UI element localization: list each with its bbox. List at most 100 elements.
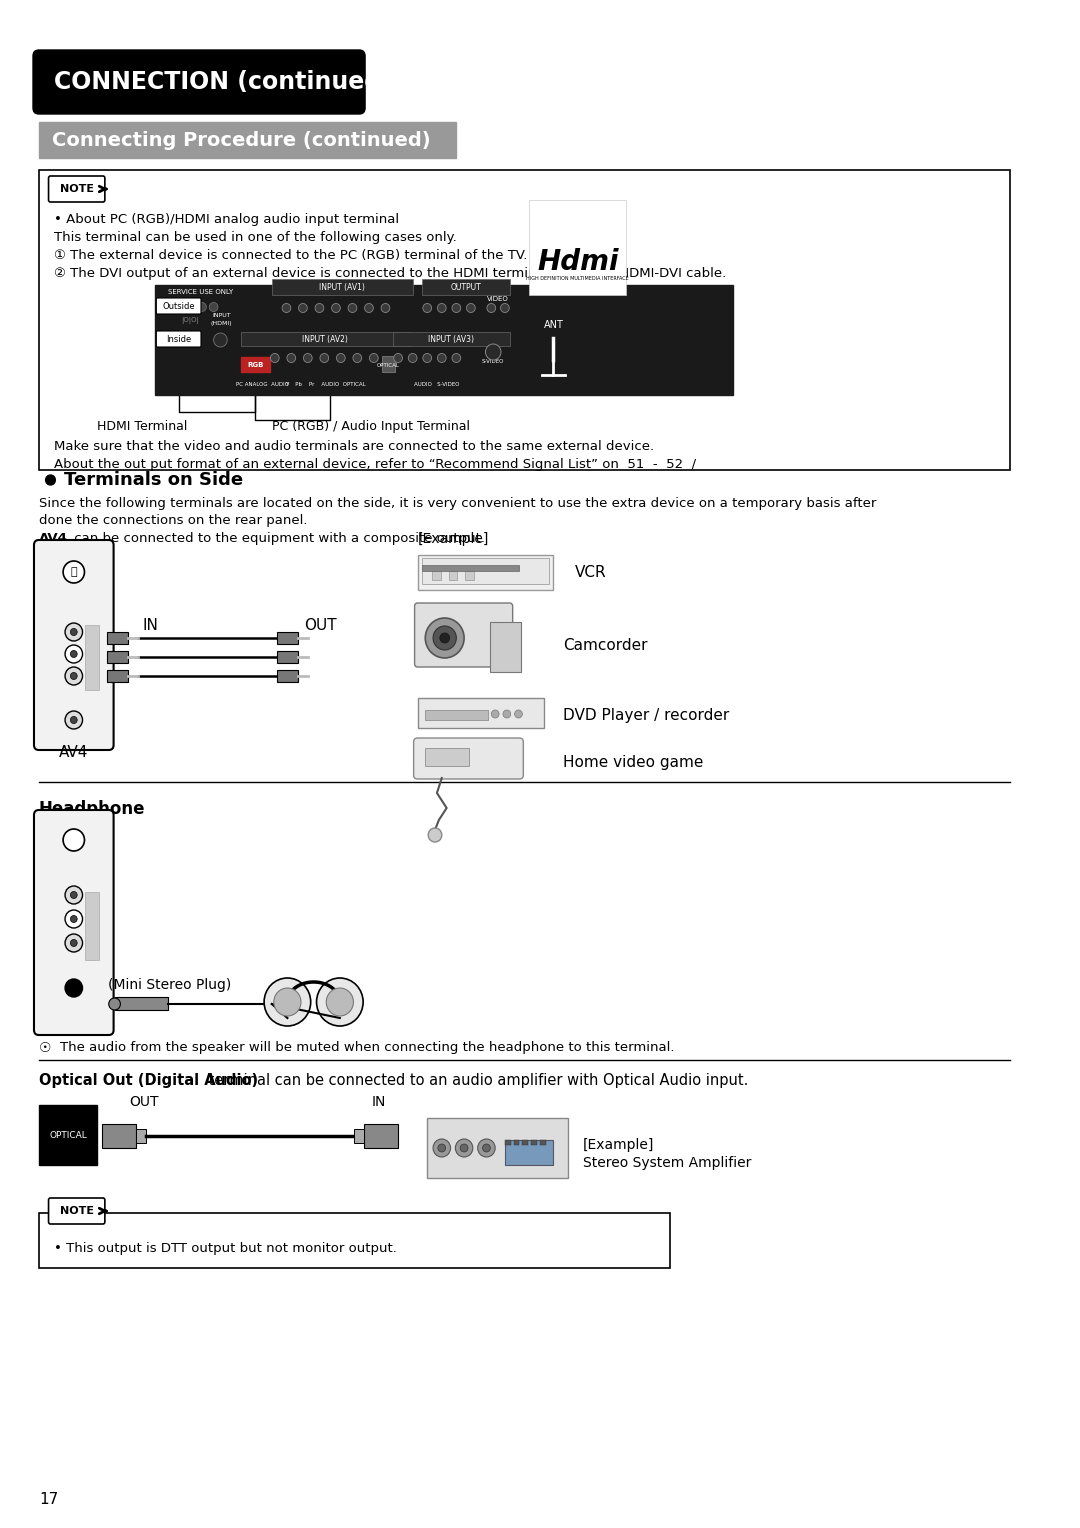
Circle shape (186, 303, 194, 312)
Text: NOTE: NOTE (59, 183, 94, 194)
Text: • About PC (RGB)/HDMI analog audio input terminal: • About PC (RGB)/HDMI analog audio input… (54, 212, 400, 226)
Text: ⏻: ⏻ (70, 567, 77, 578)
Text: Since the following terminals are located on the side, it is very convenient to : Since the following terminals are locate… (39, 497, 876, 510)
Bar (523, 1140, 528, 1144)
Text: Optical Out (Digital Audio): Optical Out (Digital Audio) (39, 1073, 258, 1088)
Circle shape (483, 1144, 490, 1152)
Text: This terminal can be used in one of the following cases only.: This terminal can be used in one of the … (54, 231, 457, 244)
Circle shape (109, 998, 120, 1010)
Text: Inside: Inside (166, 335, 191, 344)
Text: About the out put format of an external device, refer to “Recommend Signal List”: About the out put format of an external … (54, 458, 697, 471)
Circle shape (433, 1138, 450, 1157)
Circle shape (514, 711, 523, 718)
Text: S-VIDEO: S-VIDEO (482, 359, 504, 364)
Text: ① The external device is connected to the PC (RGB) terminal of the TV.: ① The external device is connected to th… (54, 249, 528, 261)
Circle shape (437, 353, 446, 362)
Bar (39, 122, 457, 157)
Bar (276, 669, 298, 681)
Bar (156, 286, 733, 396)
Circle shape (456, 1138, 473, 1157)
Circle shape (451, 304, 461, 313)
Circle shape (298, 304, 308, 313)
Bar (448, 571, 457, 581)
Circle shape (70, 915, 77, 923)
Bar (540, 1140, 545, 1144)
Text: VCR: VCR (575, 564, 607, 579)
Text: (HDMI): (HDMI) (211, 321, 232, 325)
Text: HDMI Terminal: HDMI Terminal (97, 420, 188, 432)
Circle shape (437, 1144, 446, 1152)
Text: |O|O|: |O|O| (181, 316, 199, 324)
FancyBboxPatch shape (33, 810, 113, 1034)
Circle shape (287, 353, 296, 362)
Bar (85, 625, 99, 691)
Bar (381, 356, 395, 371)
Circle shape (503, 711, 511, 718)
Bar (428, 1118, 568, 1178)
Bar (276, 633, 298, 643)
Circle shape (65, 711, 82, 729)
Circle shape (477, 1138, 496, 1157)
Circle shape (303, 353, 312, 362)
Text: Camcorder: Camcorder (563, 637, 648, 652)
Circle shape (348, 304, 356, 313)
Text: INPUT: INPUT (212, 313, 231, 318)
Bar (418, 698, 543, 727)
FancyBboxPatch shape (157, 298, 201, 313)
Text: Connecting Procedure (continued): Connecting Procedure (continued) (53, 130, 431, 150)
Circle shape (198, 303, 206, 312)
Circle shape (451, 353, 461, 362)
Circle shape (500, 304, 510, 313)
Text: Make sure that the video and audio terminals are connected to the same external : Make sure that the video and audio termi… (54, 440, 654, 452)
Text: VIDEO: VIDEO (487, 296, 509, 303)
Text: AV4: AV4 (59, 744, 89, 759)
Circle shape (381, 304, 390, 313)
Text: DVD Player / recorder: DVD Player / recorder (563, 707, 729, 723)
Bar (426, 711, 488, 720)
Bar (504, 1140, 553, 1164)
Text: AV4: AV4 (39, 532, 68, 545)
Text: [Example]: [Example] (582, 1138, 654, 1152)
Bar (422, 280, 510, 295)
Bar (241, 332, 410, 345)
Text: ANT: ANT (543, 319, 564, 330)
Circle shape (486, 344, 501, 361)
Text: Home video game: Home video game (563, 755, 703, 770)
Circle shape (65, 979, 82, 996)
Circle shape (365, 304, 374, 313)
Circle shape (63, 830, 84, 851)
Bar (490, 622, 522, 672)
Bar (276, 651, 298, 663)
Circle shape (70, 891, 77, 898)
Text: ☉: ☉ (39, 1041, 51, 1054)
Text: PC (RGB) / Audio Input Terminal: PC (RGB) / Audio Input Terminal (272, 420, 470, 432)
Text: IN: IN (372, 1096, 386, 1109)
Text: Headphone: Headphone (39, 801, 146, 817)
Text: NOTE: NOTE (59, 1206, 94, 1216)
Circle shape (315, 304, 324, 313)
Circle shape (65, 645, 82, 663)
Bar (465, 571, 474, 581)
FancyBboxPatch shape (33, 539, 113, 750)
Text: SERVICE USE ONLY: SERVICE USE ONLY (168, 289, 233, 295)
Circle shape (467, 304, 475, 313)
Circle shape (282, 304, 291, 313)
Bar (39, 1105, 97, 1164)
Bar (39, 170, 1010, 471)
Text: INPUT (AV1): INPUT (AV1) (319, 283, 365, 292)
FancyBboxPatch shape (49, 176, 105, 202)
Text: OPTICAL: OPTICAL (49, 1131, 86, 1140)
Text: ② The DVI output of an external device is connected to the HDMI terminal using t: ② The DVI output of an external device i… (54, 267, 727, 280)
Text: AUDIO   S-VIDEO: AUDIO S-VIDEO (414, 382, 460, 387)
Circle shape (408, 353, 417, 362)
Text: OPTICAL: OPTICAL (377, 362, 400, 368)
Text: Terminals on Side: Terminals on Side (64, 471, 243, 489)
Bar (418, 555, 553, 590)
Circle shape (70, 717, 77, 723)
Text: IN: IN (143, 617, 159, 633)
FancyBboxPatch shape (157, 332, 201, 347)
Circle shape (274, 989, 301, 1016)
FancyBboxPatch shape (33, 50, 365, 115)
Circle shape (440, 633, 449, 643)
Bar (136, 1129, 146, 1143)
